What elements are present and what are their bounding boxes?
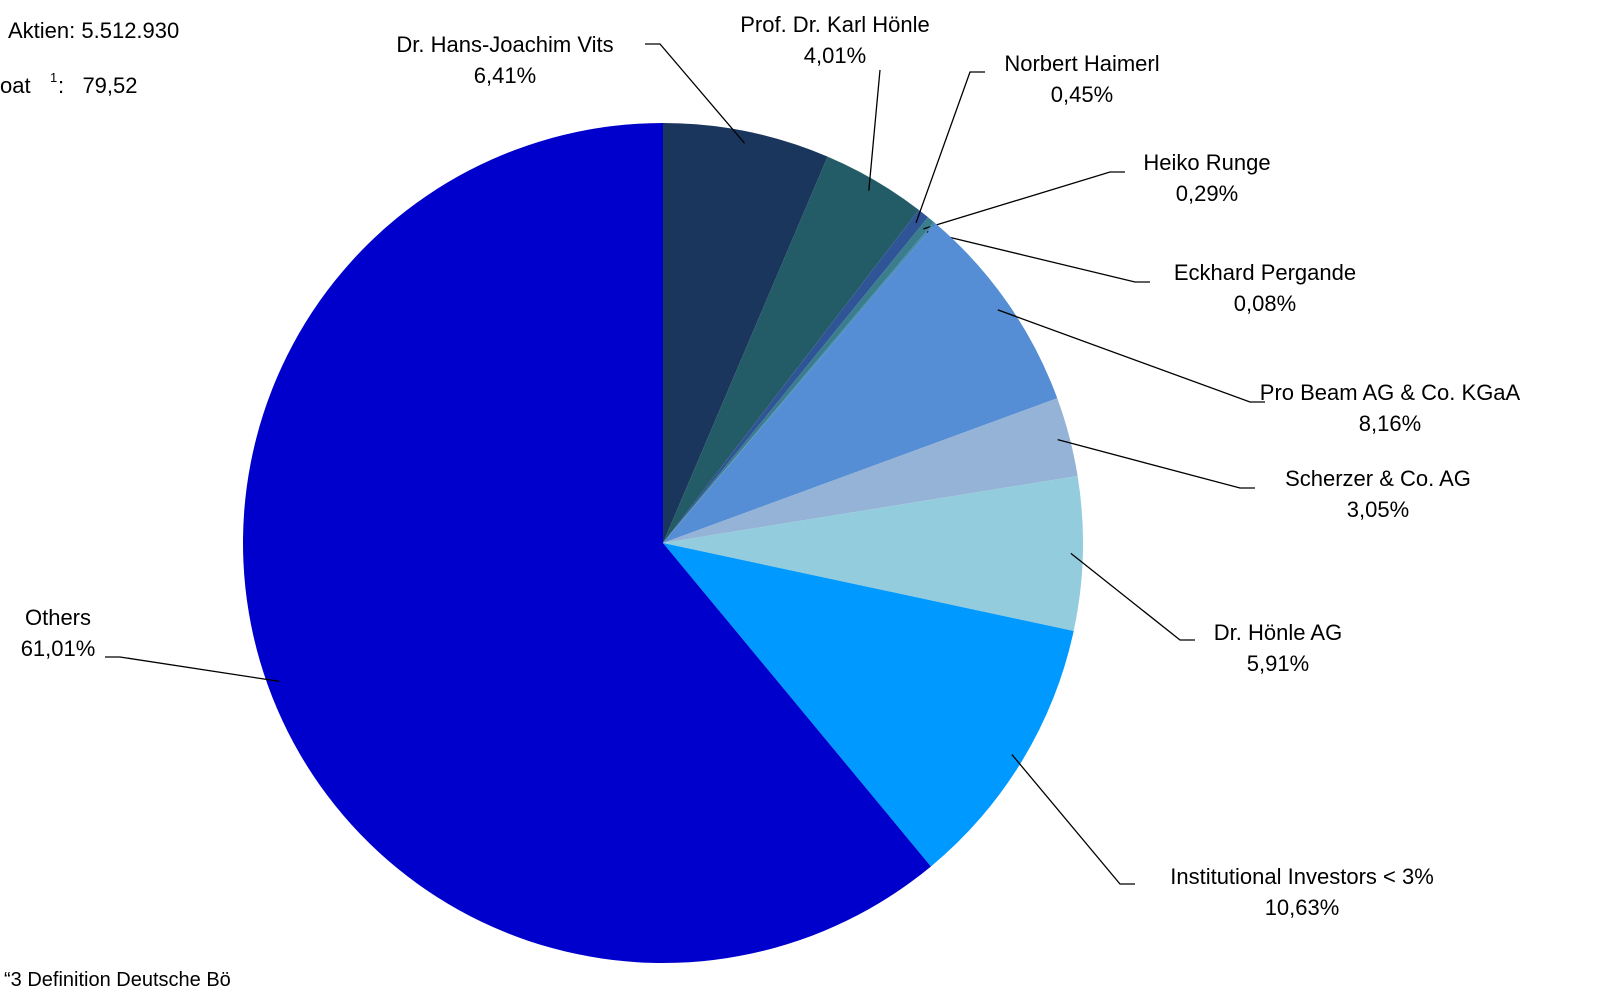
slice-value-label: 8,16%: [1359, 411, 1421, 436]
leader-line: [1011, 754, 1135, 885]
slice-label: Heiko Runge: [1143, 150, 1270, 175]
pie-slice: [663, 223, 1058, 543]
slice-value-label: 0,45%: [1051, 82, 1113, 107]
annotation: Aktien: 5.512.930: [8, 18, 179, 43]
slice-value-label: 10,63%: [1265, 895, 1340, 920]
leader-line: [105, 656, 280, 682]
slice-value-label: 3,05%: [1347, 497, 1409, 522]
leader-line: [915, 71, 985, 224]
pie-slice: [663, 475, 1083, 632]
pie-slice: [663, 543, 1074, 867]
slice-value-label: 61,01%: [21, 636, 96, 661]
leader-line: [926, 231, 1150, 283]
slice-label: Prof. Dr. Karl Hönle: [740, 12, 930, 37]
leader-line: [923, 171, 1125, 230]
pie-slice: [663, 123, 828, 543]
leader-line: [645, 43, 746, 144]
slice-label: Scherzer & Co. AG: [1285, 466, 1471, 491]
leader-line: [868, 69, 881, 191]
slice-value-label: 5,91%: [1247, 651, 1309, 676]
slice-label: Pro Beam AG & Co. KGaA: [1260, 380, 1521, 405]
slice-label: Dr. Hans-Joachim Vits: [396, 32, 613, 57]
leader-line: [1057, 439, 1255, 489]
pie-slice: [663, 222, 936, 543]
pie-slice: [663, 217, 934, 543]
slice-label: Dr. Hönle AG: [1214, 620, 1342, 645]
slice-label: Norbert Haimerl: [1004, 51, 1159, 76]
annotation: “3 Definition Deutsche Bö: [4, 969, 231, 989]
annotation: oat: [0, 73, 31, 98]
slice-value-label: 0,29%: [1176, 181, 1238, 206]
slice-label: Institutional Investors < 3%: [1170, 864, 1434, 889]
slice-value-label: 0,08%: [1234, 291, 1296, 316]
slice-label: Eckhard Pergande: [1174, 260, 1356, 285]
pie-slice: [663, 156, 919, 543]
pie-slice: [663, 209, 929, 543]
leader-line: [997, 309, 1265, 403]
pie-slice: [663, 398, 1078, 543]
slice-label: Others: [25, 605, 91, 630]
slice-value-label: 6,41%: [474, 63, 536, 88]
annotation: 1: [50, 70, 57, 85]
annotation: : 79,52: [58, 73, 138, 98]
leader-line: [1070, 552, 1195, 641]
slice-value-label: 4,01%: [804, 43, 866, 68]
pie-slice: [243, 123, 931, 963]
